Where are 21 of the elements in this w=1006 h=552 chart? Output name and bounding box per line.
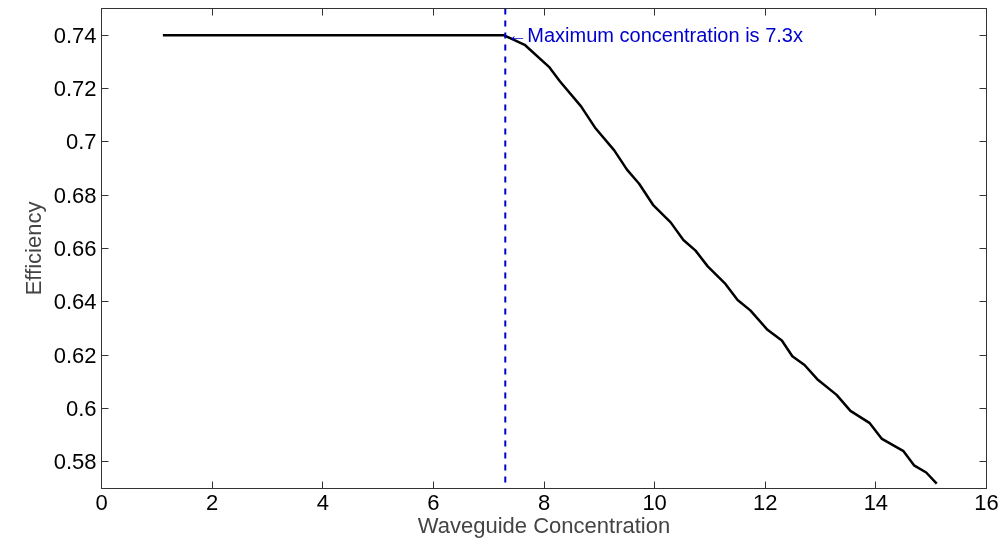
- y-tick-label: 0.7: [65, 129, 97, 155]
- y-axis-title: Efficiency: [20, 201, 46, 296]
- x-axis-title: Waveguide Concentration: [417, 512, 671, 538]
- y-tick-label: 0.66: [53, 236, 97, 261]
- y-tick-label: 0.74: [53, 22, 97, 48]
- y-tick-label: 0.62: [53, 342, 97, 368]
- x-tick-label: 10: [642, 489, 667, 515]
- y-tick-label: 0.6: [65, 396, 97, 421]
- y-tick-label: 0.68: [53, 182, 97, 208]
- x-tick-label: 8: [537, 489, 551, 515]
- x-tick-label: 2: [206, 489, 219, 515]
- y-tick-label: 0.72: [53, 76, 97, 101]
- y-tick-label: 0.64: [53, 289, 97, 315]
- annotation: ←Maximum concentration is 7.3x: [507, 24, 803, 47]
- x-tick-label: 16: [974, 489, 999, 515]
- x-tick-label: 4: [316, 489, 329, 515]
- x-tick-label: 12: [753, 489, 778, 515]
- x-tick-label: 6: [427, 489, 440, 515]
- x-tick-label: 14: [863, 489, 889, 515]
- y-tick-label: 0.58: [53, 449, 97, 475]
- x-tick-label: 0: [95, 489, 108, 515]
